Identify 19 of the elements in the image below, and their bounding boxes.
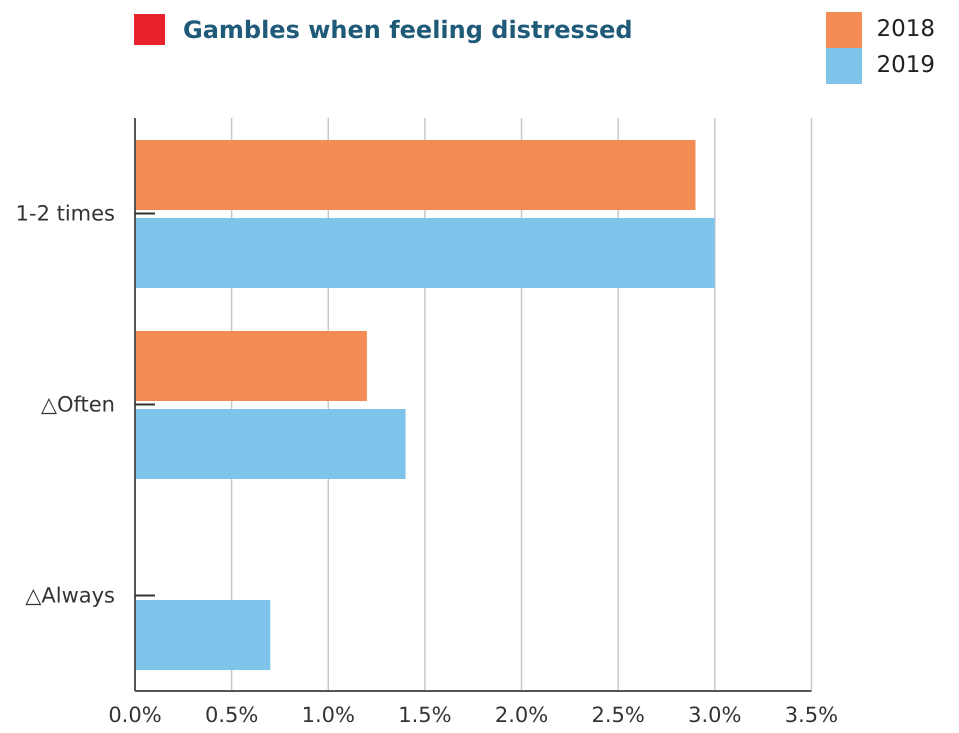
chart-title: Gambles when feeling distressed: [183, 16, 633, 44]
x-tick-label: 2.0%: [494, 702, 548, 727]
bar: [135, 600, 270, 670]
bar: [135, 218, 715, 288]
x-tick-label: 1.5%: [398, 702, 452, 727]
y-tick-label: △Often: [40, 392, 115, 416]
x-tick-label: 0.0%: [108, 702, 162, 727]
x-tick-label: 1.0%: [302, 702, 355, 727]
x-tick-label: 2.5%: [592, 702, 645, 727]
y-tick-label: 1-2 times: [16, 202, 115, 226]
bar: [135, 330, 367, 401]
x-tick-label: 3.0%: [688, 702, 742, 727]
bar: [135, 140, 696, 210]
bar: [135, 408, 406, 479]
legend-label: 2018: [876, 16, 935, 42]
x-tick-label: 0.5%: [204, 702, 258, 727]
x-tick-label: 3.5%: [784, 702, 838, 727]
legend-label: 2019: [876, 52, 935, 78]
y-tick-label: △Always: [25, 584, 115, 608]
